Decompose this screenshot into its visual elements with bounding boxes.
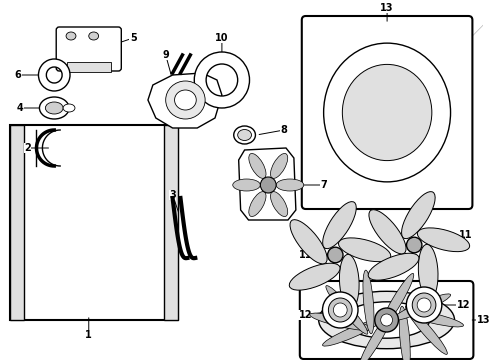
FancyBboxPatch shape: [300, 281, 473, 359]
Ellipse shape: [417, 228, 469, 252]
Text: 11: 11: [299, 250, 313, 260]
Ellipse shape: [46, 102, 63, 114]
Ellipse shape: [290, 220, 327, 264]
Circle shape: [322, 292, 358, 328]
Circle shape: [381, 314, 392, 326]
FancyBboxPatch shape: [302, 16, 472, 209]
Ellipse shape: [249, 153, 266, 179]
Ellipse shape: [323, 202, 356, 249]
Circle shape: [417, 298, 431, 312]
Text: 9: 9: [162, 50, 169, 60]
Text: 12: 12: [299, 310, 313, 320]
Bar: [10, 125, 177, 320]
Ellipse shape: [63, 104, 75, 112]
Ellipse shape: [238, 130, 251, 140]
Bar: [67, 62, 111, 72]
Ellipse shape: [166, 81, 205, 119]
Ellipse shape: [340, 255, 359, 309]
Ellipse shape: [270, 153, 288, 179]
Circle shape: [333, 303, 347, 317]
Circle shape: [412, 293, 436, 317]
FancyBboxPatch shape: [56, 27, 122, 71]
Circle shape: [328, 247, 343, 263]
Ellipse shape: [392, 294, 451, 320]
Text: 7: 7: [320, 180, 327, 190]
Ellipse shape: [418, 244, 438, 299]
Text: 13: 13: [380, 3, 394, 13]
Polygon shape: [239, 148, 296, 220]
Ellipse shape: [233, 179, 260, 191]
Ellipse shape: [343, 64, 432, 161]
Ellipse shape: [322, 320, 381, 346]
Circle shape: [375, 308, 398, 332]
Ellipse shape: [369, 210, 406, 254]
Ellipse shape: [402, 310, 464, 327]
Ellipse shape: [402, 192, 435, 239]
Ellipse shape: [363, 270, 374, 334]
Ellipse shape: [380, 274, 414, 328]
Ellipse shape: [249, 192, 266, 217]
Ellipse shape: [360, 312, 393, 360]
Text: 10: 10: [215, 33, 229, 43]
Circle shape: [407, 237, 422, 253]
Ellipse shape: [343, 302, 430, 338]
Ellipse shape: [66, 32, 76, 40]
Ellipse shape: [289, 263, 340, 290]
Bar: [10, 125, 24, 320]
Ellipse shape: [326, 285, 368, 334]
Ellipse shape: [368, 253, 419, 280]
Text: 8: 8: [281, 125, 288, 135]
Text: 3: 3: [169, 190, 176, 200]
Text: 11: 11: [459, 230, 472, 240]
Circle shape: [260, 177, 276, 193]
Polygon shape: [148, 73, 222, 128]
Ellipse shape: [270, 192, 288, 217]
Ellipse shape: [276, 179, 304, 191]
Text: 12: 12: [457, 300, 470, 310]
Bar: [164, 125, 177, 320]
Text: 2: 2: [24, 143, 31, 153]
Text: 13: 13: [476, 315, 490, 325]
Ellipse shape: [234, 126, 255, 144]
Ellipse shape: [40, 97, 69, 119]
Ellipse shape: [323, 43, 451, 182]
Ellipse shape: [310, 313, 371, 330]
Ellipse shape: [89, 32, 98, 40]
Ellipse shape: [405, 306, 447, 354]
Text: 6: 6: [14, 70, 21, 80]
Circle shape: [406, 287, 442, 323]
Text: 4: 4: [16, 103, 23, 113]
Text: 5: 5: [130, 33, 137, 43]
Ellipse shape: [339, 238, 391, 262]
Text: 1: 1: [85, 330, 92, 340]
Circle shape: [328, 298, 352, 322]
Ellipse shape: [399, 306, 410, 360]
Ellipse shape: [318, 291, 455, 349]
Ellipse shape: [174, 90, 196, 110]
